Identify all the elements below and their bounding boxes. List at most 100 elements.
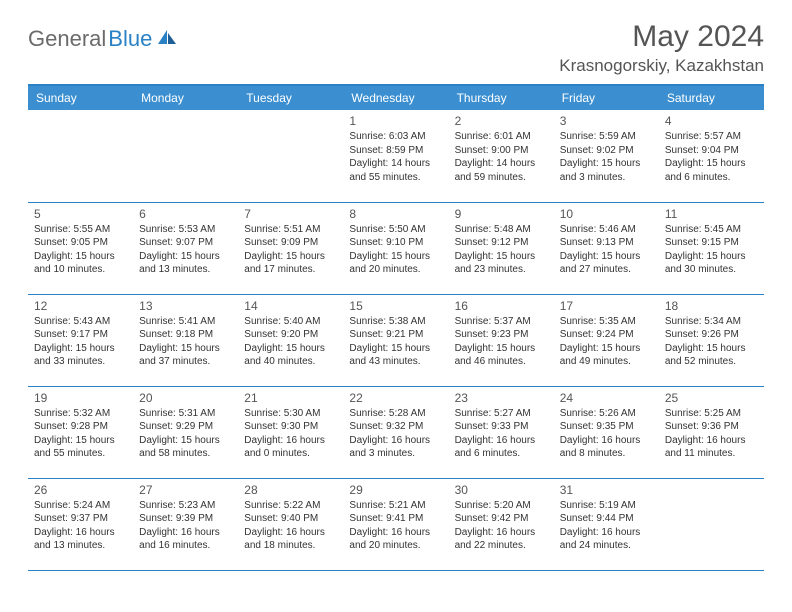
sunrise-text: Sunrise: 5:19 AM	[560, 499, 653, 513]
sunrise-text: Sunrise: 5:24 AM	[34, 499, 127, 513]
day-info: Sunrise: 5:38 AMSunset: 9:21 PMDaylight:…	[349, 315, 442, 369]
daylight-text: Daylight: 15 hours and 55 minutes.	[34, 434, 127, 461]
day-cell: 10 Sunrise: 5:46 AMSunset: 9:13 PMDayligh…	[554, 202, 659, 294]
day-number: 7	[244, 207, 337, 221]
sunset-text: Sunset: 9:40 PM	[244, 512, 337, 526]
title-block: May 2024 Krasnogorskiy, Kazakhstan	[559, 20, 764, 76]
logo-text-blue: Blue	[108, 26, 152, 52]
daylight-text: Daylight: 16 hours and 16 minutes.	[139, 526, 232, 553]
week-row: 1Sunrise: 6:03 AMSunset: 8:59 PMDaylight…	[28, 110, 764, 202]
day-number: 13	[139, 299, 232, 313]
sunrise-text: Sunrise: 5:21 AM	[349, 499, 442, 513]
day-number: 8	[349, 207, 442, 221]
sunset-text: Sunset: 9:21 PM	[349, 328, 442, 342]
day-cell: 30Sunrise: 5:20 AMSunset: 9:42 PMDayligh…	[449, 478, 554, 570]
location-label: Krasnogorskiy, Kazakhstan	[559, 56, 764, 76]
daylight-text: Daylight: 16 hours and 8 minutes.	[560, 434, 653, 461]
daylight-text: Daylight: 16 hours and 6 minutes.	[455, 434, 548, 461]
daylight-text: Daylight: 15 hours and 17 minutes.	[244, 250, 337, 277]
sunset-text: Sunset: 9:09 PM	[244, 236, 337, 250]
day-number: 15	[349, 299, 442, 313]
day-cell: 11Sunrise: 5:45 AMSunset: 9:15 PMDayligh…	[659, 202, 764, 294]
sunset-text: Sunset: 9:26 PM	[665, 328, 758, 342]
sunset-text: Sunset: 9:23 PM	[455, 328, 548, 342]
weekday-header: Thursday	[449, 85, 554, 110]
sunset-text: Sunset: 9:02 PM	[560, 144, 653, 158]
daylight-text: Daylight: 15 hours and 3 minutes.	[560, 157, 653, 184]
day-number: 29	[349, 483, 442, 497]
sunrise-text: Sunrise: 5:59 AM	[560, 130, 653, 144]
day-cell: 17Sunrise: 5:35 AMSunset: 9:24 PMDayligh…	[554, 294, 659, 386]
sunset-text: Sunset: 9:10 PM	[349, 236, 442, 250]
day-cell: 4 Sunrise: 5:57 AMSunset: 9:04 PMDaylight…	[659, 110, 764, 202]
day-number: 6	[139, 207, 232, 221]
daylight-text: Daylight: 15 hours and 33 minutes.	[34, 342, 127, 369]
day-info: Sunrise: 6:03 AMSunset: 8:59 PMDaylight:…	[349, 130, 442, 184]
day-number: 10	[560, 207, 653, 221]
sunrise-text: Sunrise: 5:48 AM	[455, 223, 548, 237]
day-info: Sunrise: 5:27 AMSunset: 9:33 PMDaylight:…	[455, 407, 548, 461]
day-info: Sunrise: 5:55 AMSunset: 9:05 PMDaylight:…	[34, 223, 127, 277]
sunset-text: Sunset: 9:41 PM	[349, 512, 442, 526]
sunset-text: Sunset: 9:36 PM	[665, 420, 758, 434]
day-number: 27	[139, 483, 232, 497]
day-info: Sunrise: 5:40 AMSunset: 9:20 PMDaylight:…	[244, 315, 337, 369]
day-number: 31	[560, 483, 653, 497]
daylight-text: Daylight: 15 hours and 37 minutes.	[139, 342, 232, 369]
day-info: Sunrise: 5:46 AMSunset: 9:13 PMDaylight:…	[560, 223, 653, 277]
sunrise-text: Sunrise: 6:01 AM	[455, 130, 548, 144]
day-cell: 14Sunrise: 5:40 AMSunset: 9:20 PMDayligh…	[238, 294, 343, 386]
sunrise-text: Sunrise: 5:31 AM	[139, 407, 232, 421]
day-cell: 2Sunrise: 6:01 AMSunset: 9:00 PMDaylight…	[449, 110, 554, 202]
day-info: Sunrise: 6:01 AMSunset: 9:00 PMDaylight:…	[455, 130, 548, 184]
header: General Blue May 2024 Krasnogorskiy, Kaz…	[28, 20, 764, 76]
day-info: Sunrise: 5:24 AMSunset: 9:37 PMDaylight:…	[34, 499, 127, 553]
sunset-text: Sunset: 9:29 PM	[139, 420, 232, 434]
day-info: Sunrise: 5:57 AMSunset: 9:04 PMDaylight:…	[665, 130, 758, 184]
sunset-text: Sunset: 9:44 PM	[560, 512, 653, 526]
daylight-text: Daylight: 16 hours and 20 minutes.	[349, 526, 442, 553]
day-cell: 9Sunrise: 5:48 AMSunset: 9:12 PMDaylight…	[449, 202, 554, 294]
day-info: Sunrise: 5:31 AMSunset: 9:29 PMDaylight:…	[139, 407, 232, 461]
day-info: Sunrise: 5:19 AMSunset: 9:44 PMDaylight:…	[560, 499, 653, 553]
weekday-header: Saturday	[659, 85, 764, 110]
daylight-text: Daylight: 15 hours and 27 minutes.	[560, 250, 653, 277]
sunrise-text: Sunrise: 5:40 AM	[244, 315, 337, 329]
day-cell: 7Sunrise: 5:51 AMSunset: 9:09 PMDaylight…	[238, 202, 343, 294]
day-cell: 5 Sunrise: 5:55 AMSunset: 9:05 PMDaylight…	[28, 202, 133, 294]
day-number: 5	[34, 207, 127, 221]
day-number: 25	[665, 391, 758, 405]
day-cell: 13 Sunrise: 5:41 AMSunset: 9:18 PMDayligh…	[133, 294, 238, 386]
logo-text-general: General	[28, 26, 106, 52]
day-info: Sunrise: 5:41 AMSunset: 9:18 PMDaylight:…	[139, 315, 232, 369]
day-cell: 3Sunrise: 5:59 AMSunset: 9:02 PMDaylight…	[554, 110, 659, 202]
day-info: Sunrise: 5:22 AMSunset: 9:40 PMDaylight:…	[244, 499, 337, 553]
day-cell: 12Sunrise: 5:43 AMSunset: 9:17 PMDayligh…	[28, 294, 133, 386]
sunrise-text: Sunrise: 5:38 AM	[349, 315, 442, 329]
day-cell: 29 Sunrise: 5:21 AMSunset: 9:41 PMDayligh…	[343, 478, 448, 570]
logo: General Blue	[28, 26, 178, 52]
sunset-text: Sunset: 9:37 PM	[34, 512, 127, 526]
sunset-text: Sunset: 9:35 PM	[560, 420, 653, 434]
day-cell: 23Sunrise: 5:27 AMSunset: 9:33 PMDayligh…	[449, 386, 554, 478]
daylight-text: Daylight: 16 hours and 13 minutes.	[34, 526, 127, 553]
day-number: 4	[665, 114, 758, 128]
sunrise-text: Sunrise: 5:53 AM	[139, 223, 232, 237]
sunset-text: Sunset: 8:59 PM	[349, 144, 442, 158]
day-info: Sunrise: 5:34 AMSunset: 9:26 PMDaylight:…	[665, 315, 758, 369]
sunset-text: Sunset: 9:07 PM	[139, 236, 232, 250]
sunrise-text: Sunrise: 5:30 AM	[244, 407, 337, 421]
daylight-text: Daylight: 14 hours and 59 minutes.	[455, 157, 548, 184]
day-cell	[133, 110, 238, 202]
daylight-text: Daylight: 15 hours and 46 minutes.	[455, 342, 548, 369]
day-cell: 18 Sunrise: 5:34 AMSunset: 9:26 PMDayligh…	[659, 294, 764, 386]
week-row: 19Sunrise: 5:32 AMSunset: 9:28 PMDayligh…	[28, 386, 764, 478]
sunset-text: Sunset: 9:04 PM	[665, 144, 758, 158]
sunrise-text: Sunrise: 5:37 AM	[455, 315, 548, 329]
daylight-text: Daylight: 15 hours and 58 minutes.	[139, 434, 232, 461]
daylight-text: Daylight: 15 hours and 43 minutes.	[349, 342, 442, 369]
sunset-text: Sunset: 9:17 PM	[34, 328, 127, 342]
daylight-text: Daylight: 16 hours and 0 minutes.	[244, 434, 337, 461]
day-number: 18	[665, 299, 758, 313]
day-cell: 22Sunrise: 5:28 AMSunset: 9:32 PMDayligh…	[343, 386, 448, 478]
